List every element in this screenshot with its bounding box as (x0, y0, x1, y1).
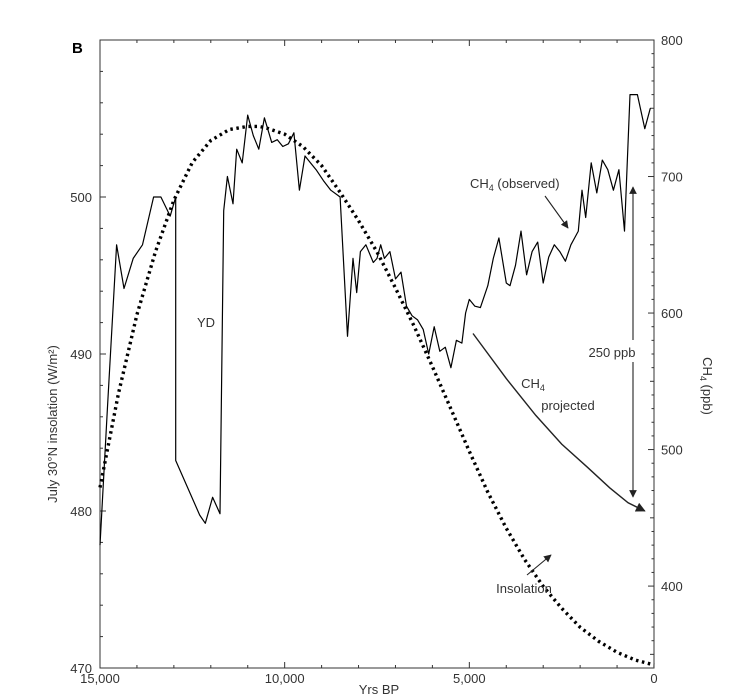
series-insolation (98, 124, 655, 667)
right-axis-title: CH4 (ppb) (698, 357, 715, 415)
x-axis-ticks: 15,000 10,000 5,000 0 (80, 40, 658, 686)
panel-label: B (72, 40, 83, 57)
ch4-observed-label: CH4 (observed) (470, 176, 560, 193)
yd-label: YD (197, 315, 215, 330)
series-ch4-projected (472, 333, 646, 512)
left-tick-label: 480 (70, 504, 92, 519)
right-tick-label: 500 (661, 443, 683, 458)
x-axis-title: Yrs BP (359, 682, 399, 697)
left-axis-title: July 30°N insolation (W/m²) (45, 345, 60, 503)
ch4-observed-label-rest: (observed) (494, 176, 560, 191)
ch4-projected-label-sub: 4 (540, 383, 545, 393)
plot-frame (99, 39, 655, 669)
left-tick-label: 490 (70, 347, 92, 362)
left-tick-label: 470 (70, 661, 92, 676)
right-tick-label: 400 (661, 579, 683, 594)
right-tick-label: 600 (661, 306, 683, 321)
x-tick-label: 5,000 (453, 671, 486, 686)
insolation-label: Insolation (496, 581, 552, 596)
x-tick-label: 0 (650, 671, 657, 686)
ppb-gap-label: 250 ppb (589, 345, 636, 360)
x-tick-label: 15,000 (80, 671, 120, 686)
series-ch4-observed (99, 93, 651, 546)
right-axis-title-main: CH (700, 357, 715, 376)
ch4-projected-label-line1: CH4 (521, 376, 545, 393)
ch4-observed-arrow (544, 195, 569, 229)
right-tick-label: 700 (661, 170, 683, 185)
ch4-observed-label-main: CH (470, 176, 489, 191)
ch4-projected-label-line2: projected (541, 398, 594, 413)
left-axis-ticks: 470 480 490 500 (70, 70, 106, 676)
right-axis-title-sub: 4 (698, 376, 708, 381)
x-tick-label: 10,000 (265, 671, 305, 686)
ch4-projected-label-main: CH (521, 376, 540, 391)
ch4-observed-label-sub: 4 (489, 183, 494, 193)
right-axis-title-rest: (ppb) (700, 381, 715, 415)
right-tick-label: 800 (661, 33, 683, 48)
right-axis-ticks: 400 500 600 700 800 (648, 33, 683, 655)
insolation-arrow (526, 554, 552, 576)
left-tick-label: 500 (70, 190, 92, 205)
